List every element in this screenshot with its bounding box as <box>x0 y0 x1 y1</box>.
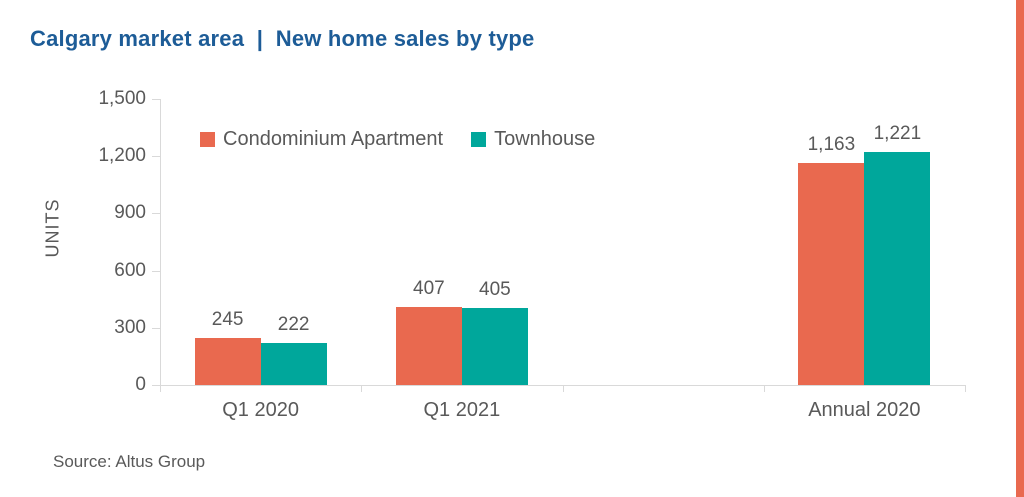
x-tick-mark <box>160 385 161 392</box>
bar-value-label: 222 <box>277 313 310 335</box>
x-tick-mark <box>562 385 564 392</box>
accent-stripe <box>1016 0 1024 497</box>
y-tick-label: 0 <box>135 374 146 395</box>
condominium-bar <box>395 307 462 385</box>
y-tick-mark <box>152 327 160 329</box>
y-tick-label: 300 <box>114 316 146 338</box>
source-note: Source: Altus Group <box>53 452 206 471</box>
y-tick-mark <box>152 213 160 215</box>
legend-item-condominium: Condominium Apartment <box>200 128 443 151</box>
x-tick-mark <box>965 385 966 392</box>
y-axis-line <box>160 99 161 385</box>
condominium-bar <box>798 163 865 385</box>
y-tick-mark <box>152 270 160 272</box>
y-tick-label: 1,200 <box>98 145 146 167</box>
y-tick-mark <box>152 99 160 100</box>
bar-value-label: 1,163 <box>807 134 856 156</box>
bar-value-label: 1,221 <box>873 123 922 145</box>
y-tick-label: 900 <box>114 202 146 224</box>
x-tick-mark <box>763 385 765 392</box>
bar-value-label: 407 <box>413 278 445 300</box>
townhouse-bar <box>260 342 327 385</box>
x-tick-mark <box>361 385 363 392</box>
y-tick-label: 1,500 <box>98 88 146 109</box>
legend-item-townhouse: Townhouse <box>471 128 595 151</box>
condominium-swatch-icon <box>200 132 215 147</box>
category-label: Annual 2020 <box>808 399 921 421</box>
townhouse-swatch-icon <box>471 132 487 147</box>
townhouse-bar <box>461 307 528 385</box>
bar-value-label: 245 <box>211 309 244 331</box>
condominium-bar <box>194 338 261 385</box>
bar-value-label: 405 <box>479 278 511 300</box>
legend: Condominium Apartment Townhouse <box>200 128 595 151</box>
chart-title: Calgary market area | New home sales by … <box>30 26 535 51</box>
y-tick-mark <box>152 156 160 158</box>
y-tick-label: 600 <box>114 259 146 281</box>
legend-label-townhouse: Townhouse <box>494 128 596 150</box>
townhouse-bar <box>864 152 931 385</box>
category-label: Q1 2020 <box>222 399 299 421</box>
category-label: Q1 2021 <box>423 399 501 421</box>
legend-label-condominium: Condominium Apartment <box>223 128 444 150</box>
y-tick-mark <box>152 385 160 386</box>
